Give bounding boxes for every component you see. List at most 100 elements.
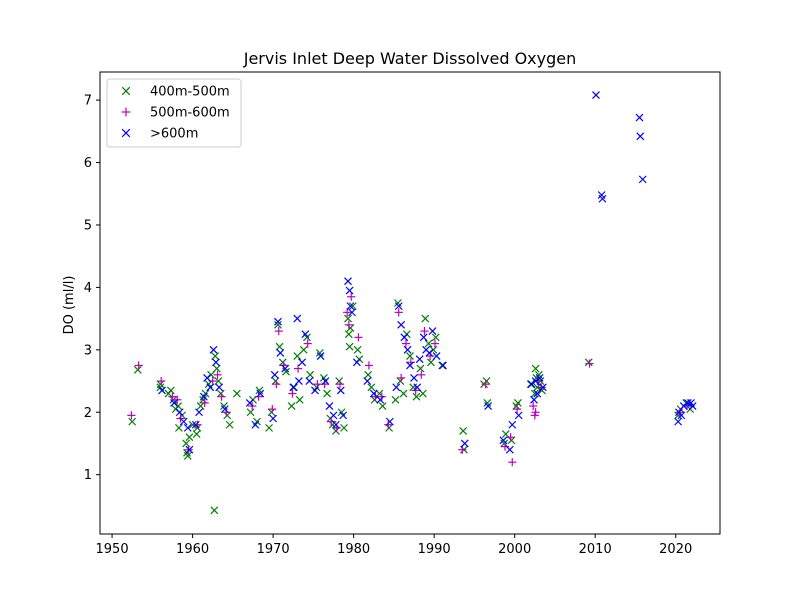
series-2	[158, 91, 697, 454]
data-point	[298, 358, 307, 367]
data-point	[346, 324, 355, 332]
legend-entry: 400m-500m	[121, 85, 230, 100]
legend-label: 500m-600m	[150, 106, 230, 121]
data-point	[344, 314, 352, 323]
x-tick-label: 1990	[418, 542, 451, 557]
data-point	[232, 389, 241, 398]
data-point	[439, 361, 447, 370]
data-point	[196, 402, 205, 410]
series-0	[128, 299, 695, 515]
data-point	[272, 380, 281, 389]
y-tick-label: 2	[84, 406, 92, 421]
data-point	[352, 358, 361, 367]
data-point	[275, 342, 284, 351]
data-point	[530, 389, 539, 398]
data-point	[348, 308, 356, 317]
data-point	[199, 392, 208, 401]
data-point	[406, 361, 414, 370]
data-point	[416, 364, 425, 373]
data-point	[270, 370, 279, 379]
y-tick-label: 7	[84, 94, 92, 109]
data-point	[505, 445, 514, 454]
data-point	[364, 361, 374, 370]
data-point	[531, 377, 540, 385]
data-point	[413, 383, 422, 392]
data-point	[328, 420, 337, 429]
data-point	[335, 380, 345, 389]
data-point	[326, 417, 336, 426]
data-point	[367, 383, 376, 392]
data-point	[168, 392, 177, 401]
data-point	[220, 405, 229, 414]
data-point	[128, 417, 137, 426]
data-point	[175, 408, 184, 417]
data-point	[397, 373, 406, 383]
data-point	[353, 345, 362, 354]
data-point	[585, 359, 594, 368]
data-point	[212, 364, 221, 373]
data-point	[193, 420, 202, 429]
x-tick-label: 1970	[257, 542, 290, 557]
data-point	[354, 333, 363, 342]
data-point	[344, 277, 352, 286]
data-point	[335, 377, 344, 385]
data-point	[212, 358, 220, 367]
data-point	[384, 420, 393, 429]
data-point	[428, 327, 437, 336]
data-point	[679, 402, 688, 410]
data-point	[677, 411, 686, 420]
data-point	[246, 408, 255, 417]
data-point	[134, 361, 143, 370]
data-point	[217, 392, 226, 401]
data-point	[533, 389, 542, 398]
plot-area	[127, 91, 697, 515]
data-point	[396, 377, 405, 385]
data-point	[412, 392, 421, 401]
data-point	[424, 339, 433, 348]
data-point	[288, 389, 297, 398]
data-point	[397, 320, 406, 329]
data-point	[392, 383, 401, 392]
data-point	[530, 395, 538, 404]
data-point	[391, 395, 400, 404]
data-point	[303, 339, 312, 348]
data-point	[344, 330, 353, 339]
data-point	[347, 292, 356, 301]
data-point	[336, 386, 345, 395]
data-point	[345, 286, 354, 295]
data-point	[293, 314, 302, 323]
data-point	[638, 175, 647, 184]
data-point	[133, 365, 142, 374]
data-point	[267, 408, 276, 417]
data-point	[210, 506, 219, 515]
data-point	[281, 364, 290, 373]
data-point	[419, 333, 428, 342]
data-point	[482, 377, 491, 385]
data-point	[183, 423, 192, 432]
data-point	[321, 377, 330, 385]
x-tick-label: 2000	[498, 542, 531, 557]
y-tick-label: 3	[84, 343, 92, 358]
data-point	[293, 364, 303, 373]
data-point	[254, 392, 263, 401]
data-point	[207, 370, 216, 379]
data-point	[364, 370, 373, 379]
x-tick-label: 1980	[337, 542, 370, 557]
data-point	[185, 433, 194, 442]
data-point	[192, 430, 201, 439]
data-point	[418, 389, 427, 398]
data-point	[245, 398, 254, 407]
data-point	[458, 445, 467, 454]
data-point	[415, 355, 424, 364]
data-point	[183, 452, 192, 460]
data-point	[188, 420, 197, 429]
legend-box	[106, 78, 242, 148]
data-point	[301, 330, 310, 339]
data-point	[513, 398, 522, 407]
data-point	[222, 408, 231, 417]
data-point	[185, 445, 194, 454]
data-point	[215, 383, 224, 392]
data-point	[598, 194, 607, 203]
data-point	[537, 383, 546, 392]
